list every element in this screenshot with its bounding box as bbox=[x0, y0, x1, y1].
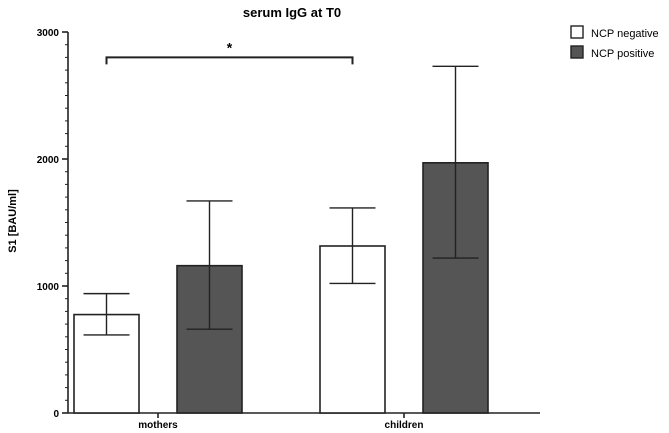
chart-title: serum IgG at T0 bbox=[243, 5, 341, 20]
plot-area: 0 1000 2000 3000 mothers children * bbox=[37, 28, 540, 431]
y-tick-label: 0 bbox=[53, 409, 59, 420]
y-tick-label: 1000 bbox=[37, 282, 60, 293]
x-tick-label: mothers bbox=[138, 420, 178, 431]
legend-label: NCP positive bbox=[591, 48, 654, 60]
significance-bracket bbox=[105, 56, 354, 65]
legend-swatch bbox=[570, 25, 584, 39]
significance-marker: * bbox=[227, 39, 233, 55]
x-tick-label: children bbox=[385, 420, 424, 431]
legend: NCP negative NCP positive bbox=[570, 25, 659, 60]
legend-label: NCP negative bbox=[591, 28, 659, 40]
y-tick-label: 3000 bbox=[37, 28, 60, 39]
legend-swatch bbox=[570, 45, 584, 59]
y-axis-label: S1 [BAU/ml] bbox=[7, 189, 19, 253]
y-tick-label: 2000 bbox=[37, 155, 60, 166]
